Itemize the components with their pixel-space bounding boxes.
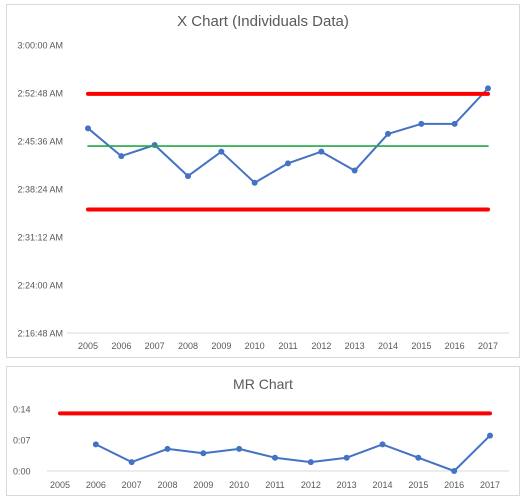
x-tick-label: 2008 bbox=[178, 341, 198, 351]
x-tick-label: 2014 bbox=[378, 341, 398, 351]
x-tick-label: 2013 bbox=[345, 341, 365, 351]
x-tick-label: 2011 bbox=[265, 480, 284, 490]
data-point bbox=[151, 142, 158, 148]
data-point bbox=[251, 179, 258, 186]
x-series-line bbox=[87, 87, 489, 184]
data-point bbox=[418, 120, 425, 127]
data-point bbox=[351, 167, 358, 174]
data-point bbox=[379, 441, 386, 448]
x-tick-label: 2005 bbox=[78, 341, 98, 351]
data-point bbox=[164, 445, 171, 452]
y-tick-label: 2:52:48 AM bbox=[17, 89, 63, 99]
data-point bbox=[200, 450, 207, 457]
x-tick-label: 2015 bbox=[408, 480, 428, 490]
data-point bbox=[118, 153, 125, 160]
data-point bbox=[285, 160, 291, 167]
data-point bbox=[236, 445, 243, 452]
mr-series-line bbox=[95, 434, 491, 472]
x-tick-label: 2007 bbox=[145, 341, 165, 351]
y-tick-label: 0:14 bbox=[13, 405, 31, 415]
data-point bbox=[318, 148, 325, 155]
x-tick-label: 2014 bbox=[372, 480, 392, 490]
y-tick-label: 2:24:00 AM bbox=[17, 281, 63, 291]
x-chart: X Chart (Individuals Data) 2:16:48 AM 2:24… bbox=[17, 13, 509, 351]
x-tick-label: 2006 bbox=[86, 480, 106, 490]
x-tick-label: 2012 bbox=[311, 341, 331, 351]
x-tick-label: 2011 bbox=[278, 341, 297, 351]
x-tick-label: 2010 bbox=[229, 480, 249, 490]
data-point bbox=[218, 148, 225, 155]
data-point bbox=[485, 85, 491, 92]
data-point bbox=[385, 130, 391, 137]
x-tick-label: 2015 bbox=[411, 341, 431, 351]
y-tick-label: 2:31:12 AM bbox=[17, 233, 63, 243]
y-tick-label: 2:38:24 AM bbox=[17, 185, 63, 195]
data-point bbox=[487, 432, 493, 439]
y-tick-label: 2:16:48 AM bbox=[17, 329, 63, 339]
data-point bbox=[85, 125, 91, 132]
x-chart-panel: X Chart (Individuals Data) 2:16:48 AM 2:24… bbox=[6, 4, 520, 358]
data-point bbox=[343, 454, 350, 461]
x-tick-label: 2012 bbox=[301, 480, 321, 490]
x-tick-label: 2010 bbox=[245, 341, 265, 351]
x-tick-label: 2008 bbox=[157, 480, 177, 490]
data-point bbox=[272, 454, 278, 461]
chart-title: MR Chart bbox=[233, 376, 293, 392]
data-point bbox=[307, 459, 314, 466]
x-tick-label: 2006 bbox=[111, 341, 131, 351]
data-point bbox=[185, 173, 191, 180]
data-point bbox=[128, 459, 135, 466]
x-tick-label: 2017 bbox=[478, 341, 498, 351]
x-tick-label: 2009 bbox=[193, 480, 213, 490]
x-tick-label: 2016 bbox=[444, 480, 464, 490]
mr-chart-panel: MR Chart 0:00 0:07 0:14 2005 2006 2007 2008 2009… bbox=[6, 366, 520, 496]
x-tick-label: 2009 bbox=[211, 341, 231, 351]
x-tick-label: 2016 bbox=[445, 341, 465, 351]
data-point bbox=[451, 120, 458, 127]
data-point bbox=[415, 454, 422, 461]
x-tick-label: 2005 bbox=[50, 480, 70, 490]
y-tick-label: 0:07 bbox=[13, 436, 31, 446]
y-tick-label: 3:00:00 AM bbox=[17, 41, 63, 51]
x-tick-label: 2007 bbox=[122, 480, 142, 490]
chart-title: X Chart (Individuals Data) bbox=[177, 13, 349, 30]
y-tick-label: 0:00 bbox=[13, 467, 31, 477]
data-point bbox=[451, 468, 458, 474]
x-tick-label: 2017 bbox=[480, 480, 500, 490]
data-point bbox=[92, 441, 99, 448]
x-tick-label: 2013 bbox=[337, 480, 357, 490]
y-tick-label: 2:45:36 AM bbox=[17, 137, 63, 147]
mr-chart: MR Chart 0:00 0:07 0:14 2005 2006 2007 2008 2009… bbox=[13, 376, 509, 490]
